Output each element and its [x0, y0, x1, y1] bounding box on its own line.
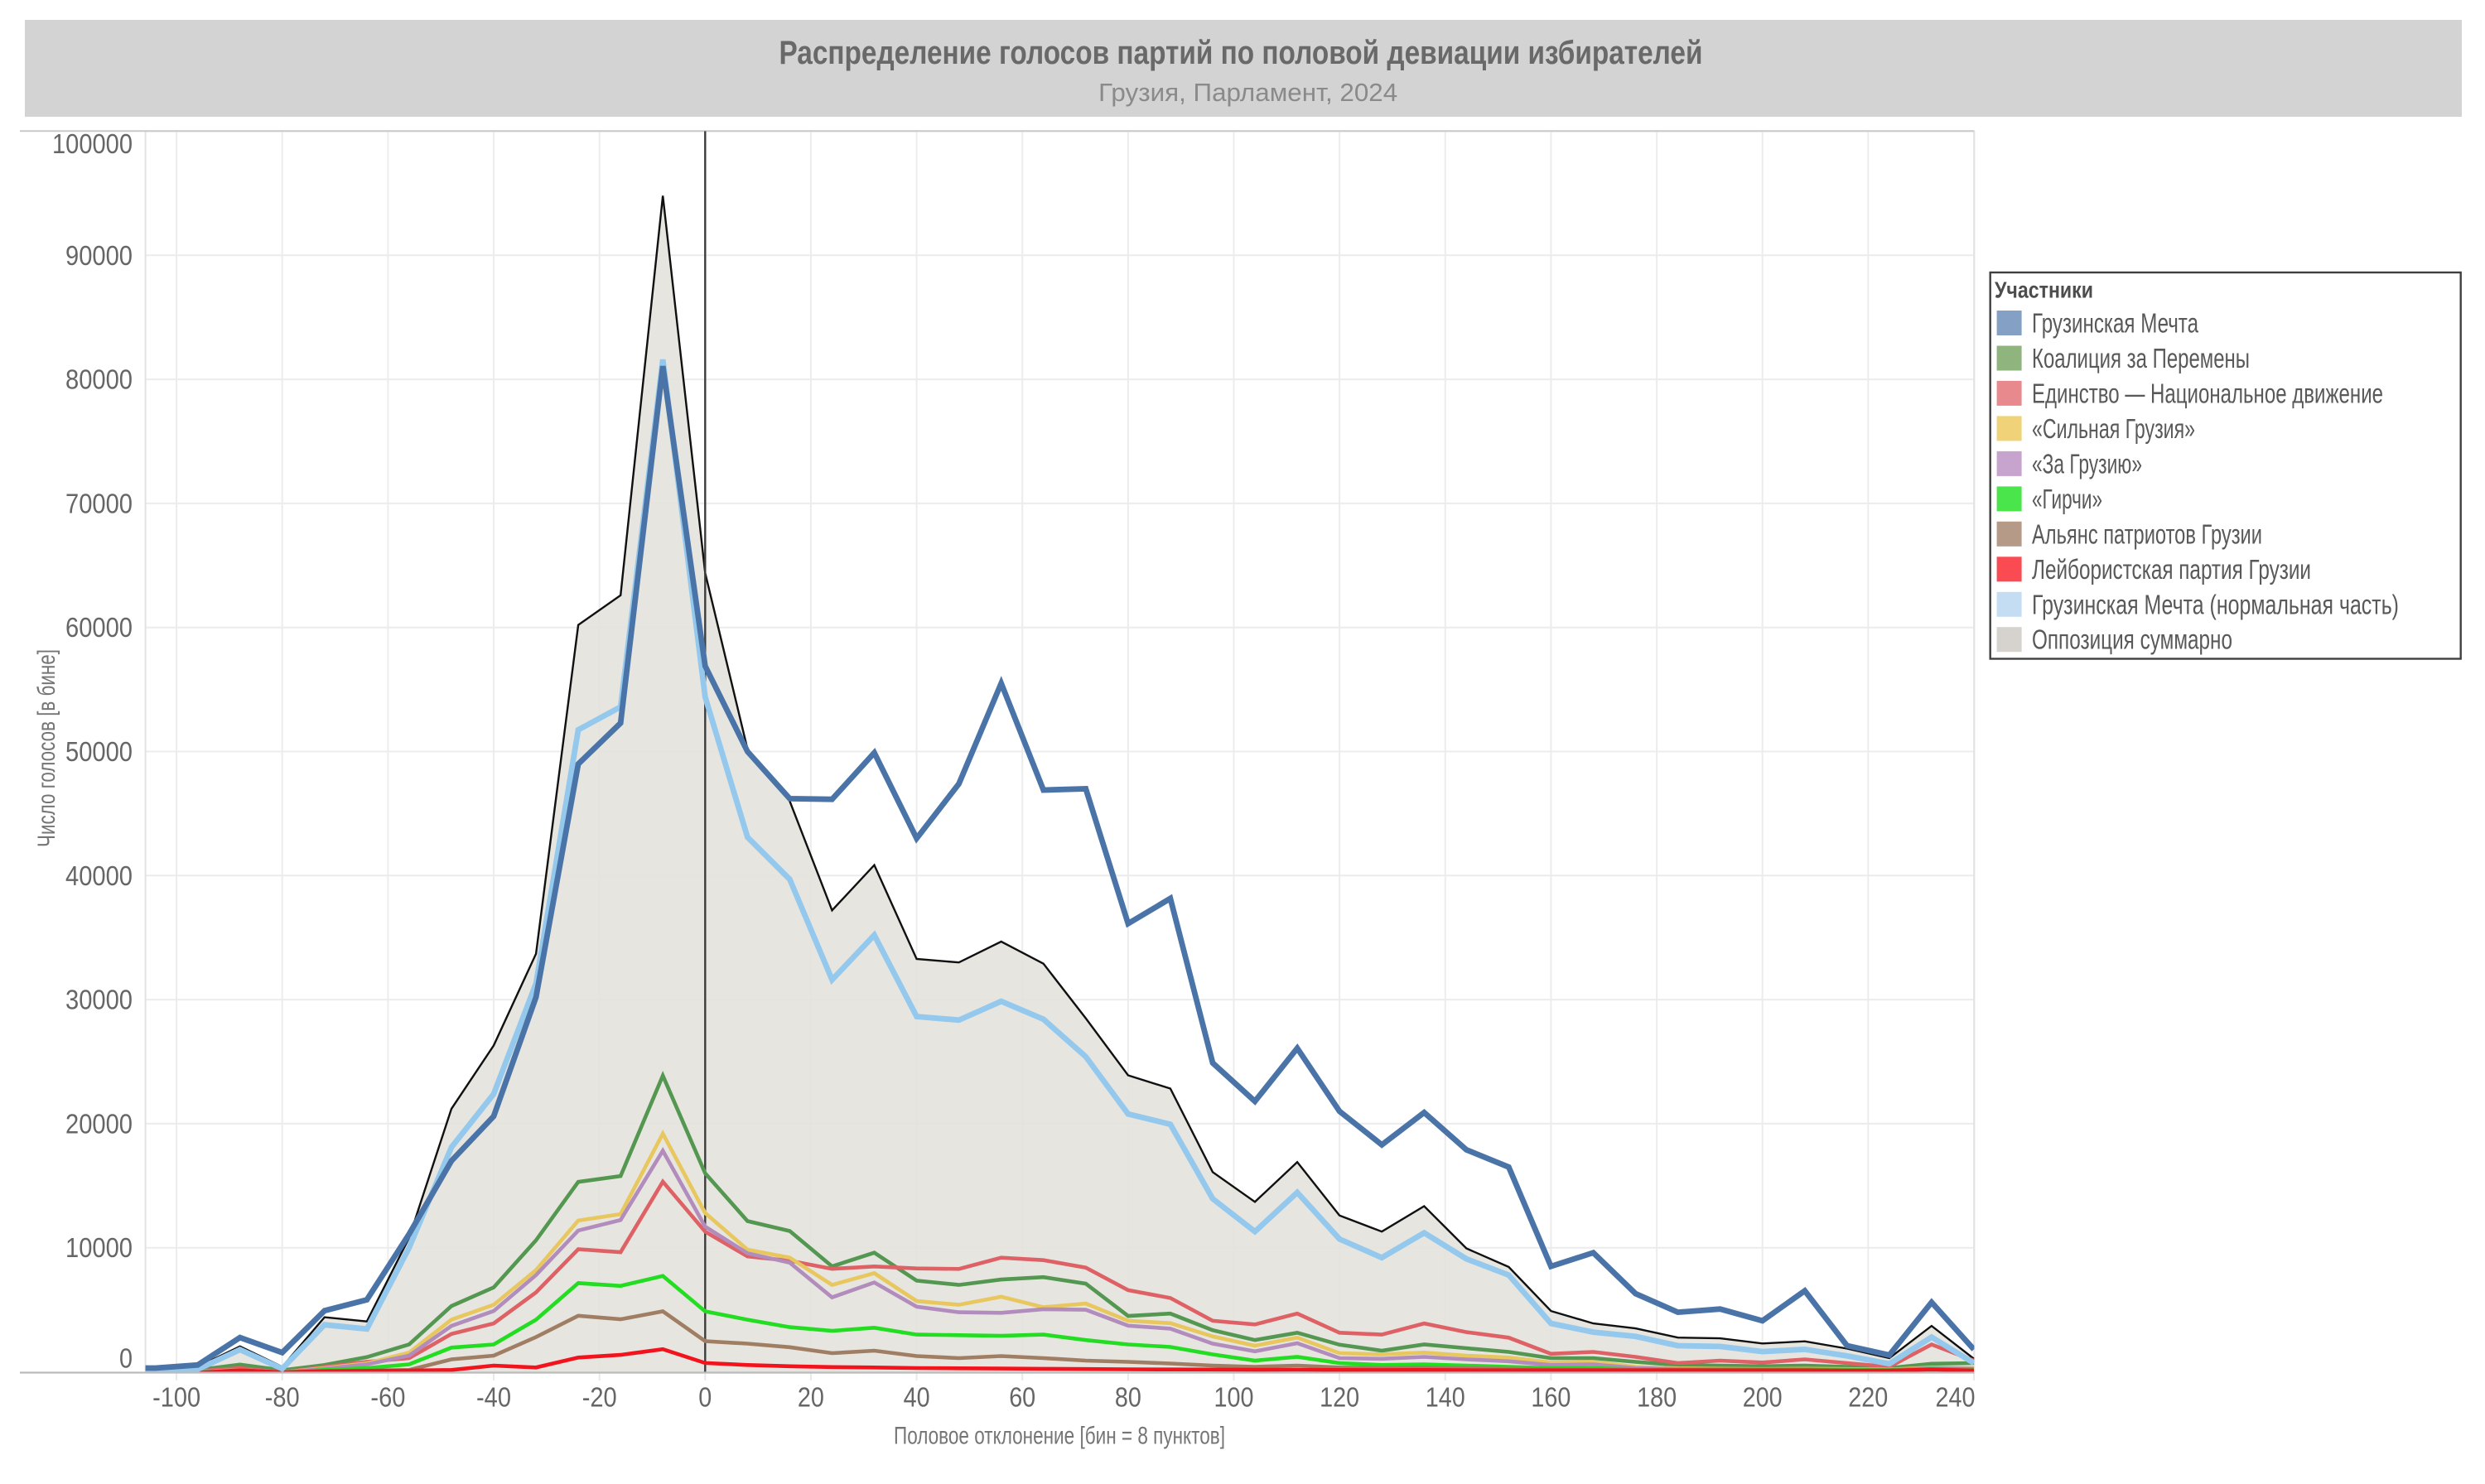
svg-text:-100: -100: [152, 1382, 200, 1413]
svg-text:Распределение голосов партий п: Распределение голосов партий по половой …: [779, 35, 1703, 71]
svg-text:180: 180: [1637, 1382, 1677, 1413]
svg-text:20000: 20000: [65, 1108, 133, 1139]
svg-text:-60: -60: [370, 1382, 405, 1413]
svg-text:140: 140: [1426, 1382, 1465, 1413]
svg-text:100: 100: [1214, 1382, 1254, 1413]
svg-text:80: 80: [1115, 1382, 1141, 1413]
svg-text:10000: 10000: [65, 1232, 133, 1263]
svg-text:-40: -40: [476, 1382, 511, 1413]
svg-text:40000: 40000: [65, 860, 133, 891]
svg-text:«Гирчи»: «Гирчи»: [2032, 484, 2102, 514]
svg-text:200: 200: [1743, 1382, 1783, 1413]
svg-text:220: 220: [1848, 1382, 1888, 1413]
svg-text:«Сильная Грузия»: «Сильная Грузия»: [2032, 413, 2195, 444]
svg-text:240: 240: [1936, 1382, 1976, 1413]
svg-text:60000: 60000: [65, 612, 133, 643]
svg-text:-80: -80: [265, 1382, 300, 1413]
svg-text:70000: 70000: [65, 488, 133, 518]
svg-text:Половое отклонение [бин = 8 пу: Половое отклонение [бин = 8 пунктов]: [894, 1423, 1225, 1450]
svg-text:80000: 80000: [65, 364, 133, 395]
svg-text:-20: -20: [582, 1382, 617, 1413]
svg-text:160: 160: [1531, 1382, 1571, 1413]
svg-text:120: 120: [1320, 1382, 1359, 1413]
svg-text:90000: 90000: [65, 240, 133, 271]
svg-text:60: 60: [1009, 1382, 1035, 1413]
svg-text:Грузинская Мечта: Грузинская Мечта: [2032, 308, 2198, 339]
svg-text:100000: 100000: [52, 128, 133, 159]
svg-text:40: 40: [904, 1382, 930, 1413]
svg-text:Участники: Участники: [1995, 277, 2093, 303]
svg-text:0: 0: [698, 1382, 712, 1413]
svg-text:Грузия, Парламент, 2024: Грузия, Парламент, 2024: [1098, 78, 1397, 107]
svg-text:Лейбористская партия Грузии: Лейбористская партия Грузии: [2032, 554, 2311, 585]
svg-text:20: 20: [798, 1382, 824, 1413]
svg-text:Альянс патриотов Грузии: Альянс патриотов Грузии: [2032, 518, 2262, 549]
svg-text:Единство — Национальное движен: Единство — Национальное движение: [2032, 378, 2383, 408]
svg-text:«За Грузию»: «За Грузию»: [2032, 448, 2142, 479]
svg-text:Оппозиция суммарно: Оппозиция суммарно: [2032, 624, 2232, 655]
svg-text:0: 0: [119, 1343, 133, 1374]
svg-text:30000: 30000: [65, 985, 133, 1015]
svg-text:Число голосов [в бине]: Число голосов [в бине]: [33, 649, 60, 847]
svg-text:Грузинская Мечта (нормальная ч: Грузинская Мечта (нормальная часть): [2032, 589, 2399, 619]
svg-text:50000: 50000: [65, 736, 133, 767]
svg-text:Коалиция за Перемены: Коалиция за Перемены: [2032, 343, 2250, 373]
